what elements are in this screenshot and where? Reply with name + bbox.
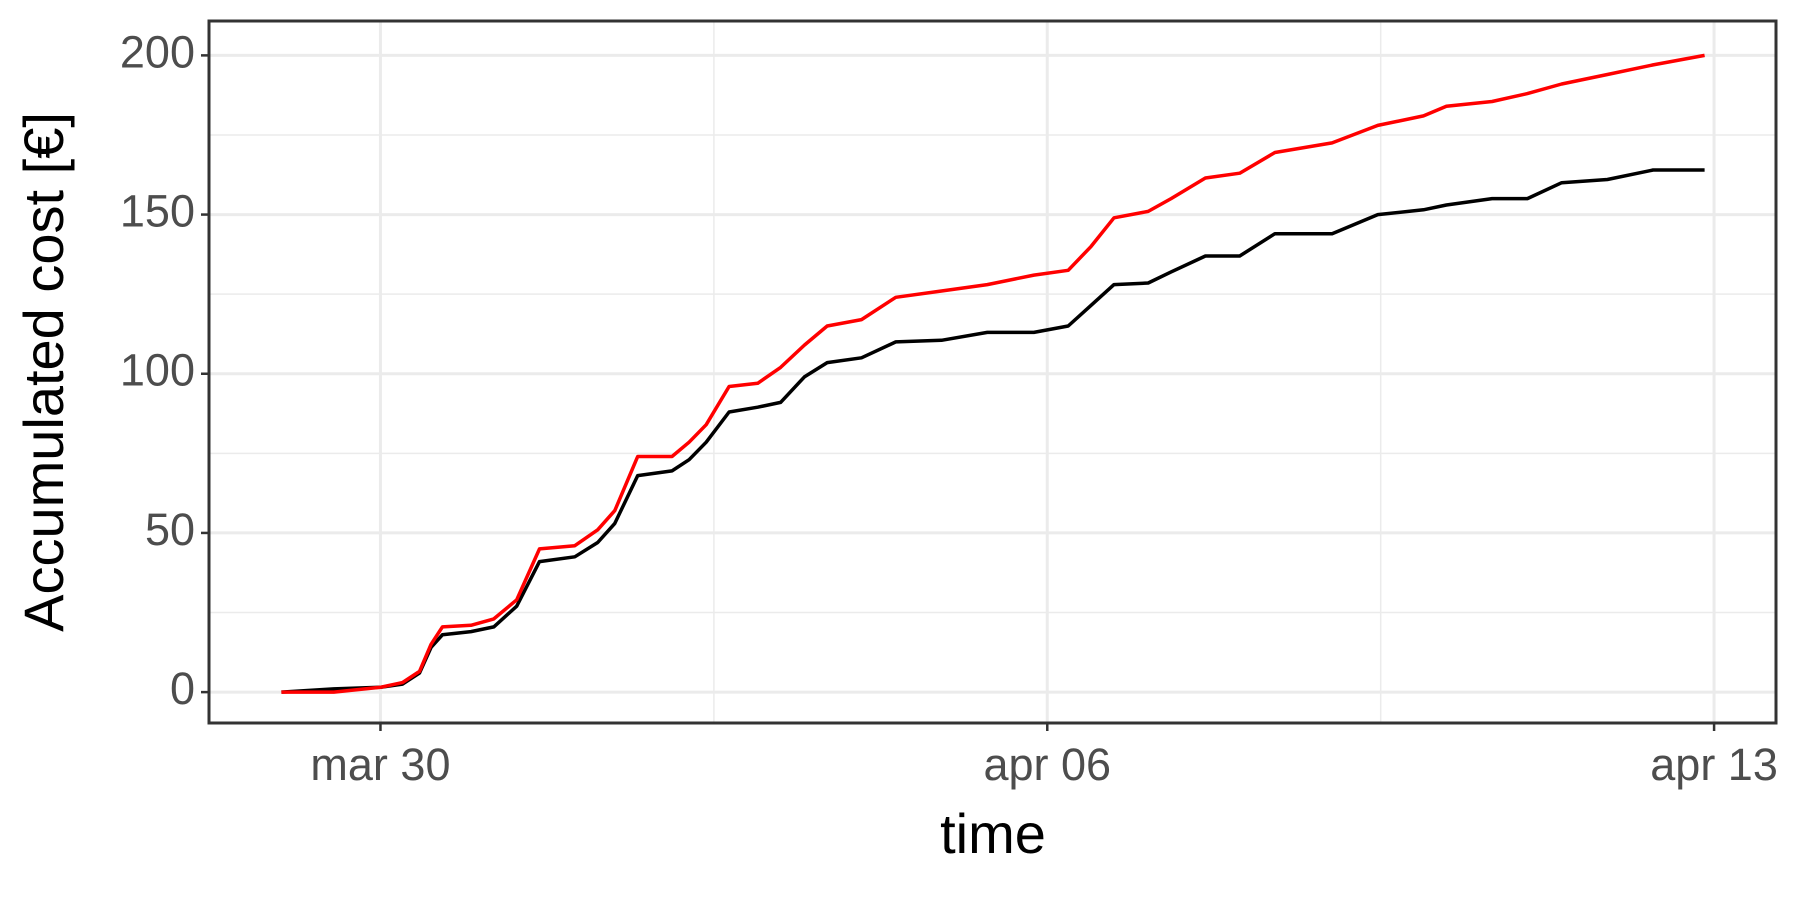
y-tick-label: 0	[170, 663, 195, 714]
plot-border	[207, 19, 1778, 725]
y-tick-label: 50	[145, 504, 195, 555]
x-tick-label: mar 30	[310, 739, 450, 790]
y-tick-label: 150	[120, 185, 195, 236]
y-tick-label: 200	[120, 26, 195, 77]
x-tick-label: apr 06	[983, 739, 1111, 790]
y-tick-label: 100	[120, 345, 195, 396]
data-line	[281, 53, 1705, 694]
y-axis-title: Accumulated cost [€]	[12, 112, 75, 632]
x-axis-title: time	[940, 802, 1046, 865]
data-line	[281, 168, 1705, 694]
x-tick-label: apr 13	[1650, 739, 1778, 790]
